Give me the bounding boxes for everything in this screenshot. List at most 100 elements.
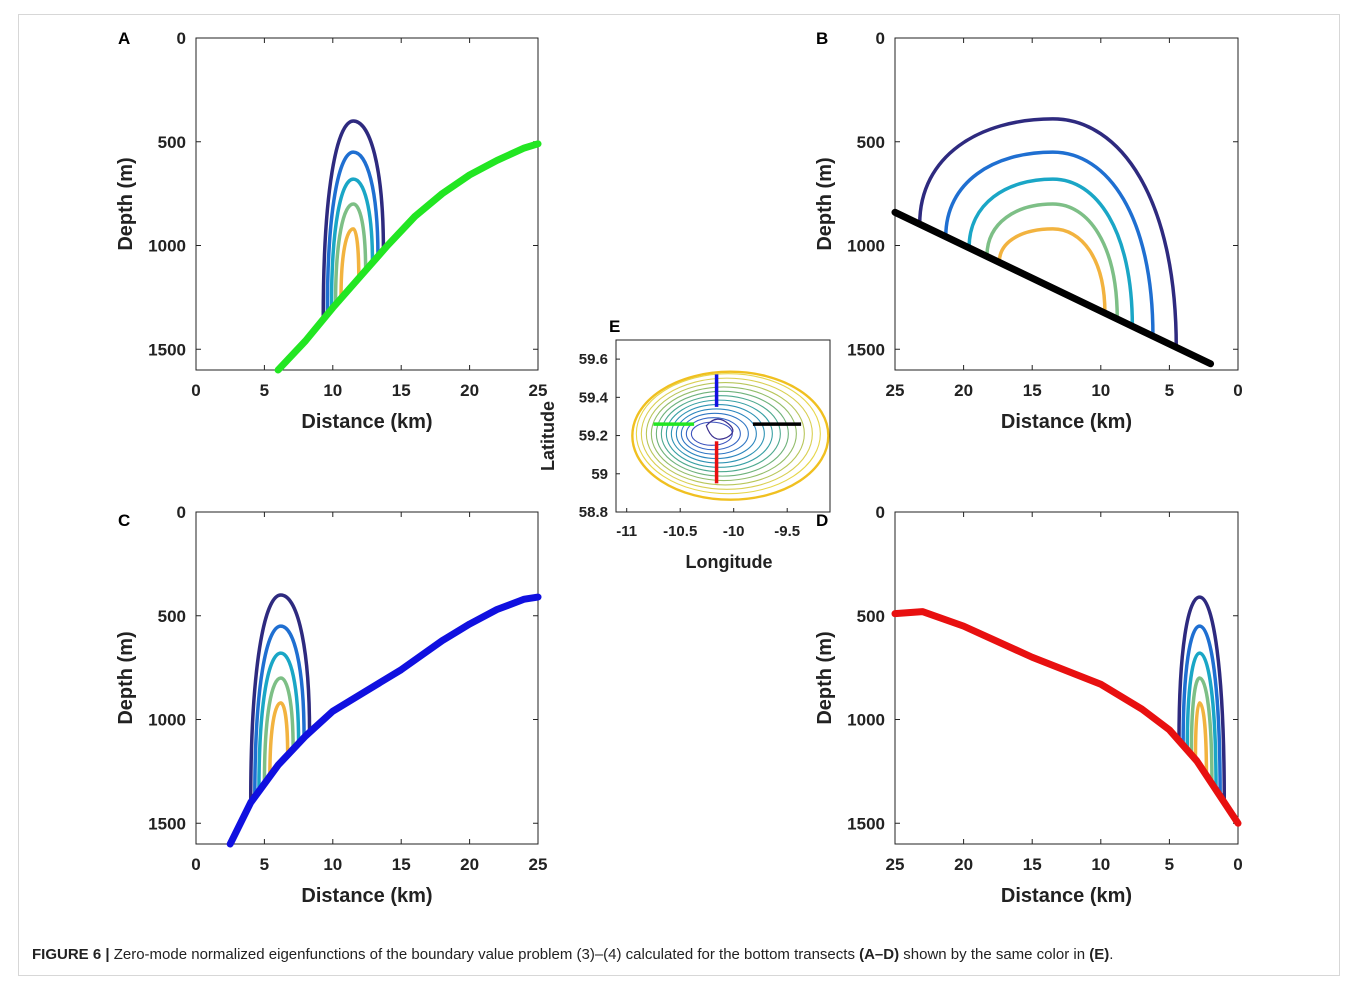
x-tick-label: 20 xyxy=(954,381,973,400)
x-tick-label: 10 xyxy=(323,855,342,874)
x-tick-label: 15 xyxy=(392,855,411,874)
y-tick-label: 1000 xyxy=(148,711,186,730)
eigenfunction-contour xyxy=(985,202,1120,319)
bottom-profile-line xyxy=(891,608,1242,827)
x-tick-label: 20 xyxy=(460,381,479,400)
y-tick-label: 1500 xyxy=(847,340,885,359)
y-axis-label: Depth (m) xyxy=(814,631,836,724)
x-tick-label: 25 xyxy=(886,381,905,400)
eigenfunction-contour xyxy=(268,701,290,777)
x-tick-label: 5 xyxy=(260,855,269,874)
x-axis-label: Longitude xyxy=(686,552,773,572)
x-tick-label: 10 xyxy=(1091,381,1110,400)
map-contour xyxy=(650,386,797,482)
eigenfunction-contour xyxy=(997,227,1107,314)
eigenfunction-contour xyxy=(1177,595,1227,803)
eigenfunction-contour xyxy=(248,593,312,803)
map-box xyxy=(615,339,831,513)
eigenfunction-contour xyxy=(257,651,301,792)
eigenfunction-contour xyxy=(325,150,380,315)
y-axis-label: Depth (m) xyxy=(115,631,137,724)
y-tick-label: 59.4 xyxy=(579,389,609,406)
x-tick-label: 15 xyxy=(1023,381,1042,400)
x-tick-label: 5 xyxy=(1165,381,1174,400)
y-tick-label: 0 xyxy=(177,503,186,522)
x-tick-label: 20 xyxy=(954,855,973,874)
caption-text-2: shown by the same color in xyxy=(899,946,1090,963)
map-contour xyxy=(655,390,789,477)
caption-label: FIGURE 6 | xyxy=(32,946,110,963)
x-tick-label: 0 xyxy=(1233,381,1242,400)
y-tick-label: 1500 xyxy=(847,814,885,833)
y-tick-label: 58.8 xyxy=(579,504,608,521)
plot-box xyxy=(894,511,1239,845)
panel-label: A xyxy=(118,29,130,48)
x-tick-label: -11 xyxy=(616,523,637,540)
eigenfunction-contour xyxy=(944,150,1155,337)
x-tick-label: 5 xyxy=(1165,855,1174,874)
y-tick-label: 0 xyxy=(876,29,885,48)
bottom-profile-line xyxy=(891,208,1215,368)
x-tick-label: 0 xyxy=(1233,855,1242,874)
x-tick-label: 25 xyxy=(529,381,548,400)
y-axis-label: Latitude xyxy=(538,401,558,471)
caption-ref-1: (A–D) xyxy=(859,946,900,963)
panel-e: E -11 -10.5 -10 -9.5 58.8 59 59.2 59.4 59.6 Longit… xyxy=(538,317,831,572)
eigenfunction-contour xyxy=(917,117,1179,348)
y-tick-label: 1000 xyxy=(847,237,885,256)
x-tick-label: 0 xyxy=(191,381,200,400)
eigenfunction-contour xyxy=(1193,701,1209,776)
y-tick-label: 500 xyxy=(158,133,186,152)
eigenfunction-contour xyxy=(262,676,295,784)
y-tick-label: 0 xyxy=(177,29,186,48)
x-axis-label: Distance (km) xyxy=(1001,885,1132,907)
x-axis-label: Distance (km) xyxy=(301,885,432,907)
panel-c: C 0 5 10 15 20 25 0 500 1000 1500 Distance (km) Dept… xyxy=(115,503,547,907)
y-tick-label: 500 xyxy=(857,133,885,152)
eigenfunction-contour xyxy=(329,177,375,310)
eigenfunction-contour xyxy=(1189,676,1214,784)
panel-label: C xyxy=(118,511,130,530)
y-axis-label: Depth (m) xyxy=(814,157,836,250)
map-contour xyxy=(660,395,781,473)
x-tick-label: 10 xyxy=(1091,855,1110,874)
map-contour xyxy=(665,399,773,468)
x-axis-label: Distance (km) xyxy=(1001,411,1132,433)
map-contour xyxy=(705,418,734,440)
map-contour xyxy=(645,381,805,486)
caption-ref-2: (E) xyxy=(1089,946,1110,963)
plot-box xyxy=(195,511,539,845)
bottom-profile-line xyxy=(226,593,542,848)
x-tick-label: 25 xyxy=(886,855,905,874)
map-contour xyxy=(685,417,741,451)
x-tick-label: 0 xyxy=(191,855,200,874)
y-tick-label: 59.2 xyxy=(579,428,608,445)
x-tick-label: 15 xyxy=(1023,855,1042,874)
figure-frame xyxy=(18,14,1340,976)
y-axis-label: Depth (m) xyxy=(115,157,137,250)
panel-a: A 0 5 10 15 20 25 0 500 1000 1500 Distance (km) Dept… xyxy=(115,29,547,433)
x-tick-label: 25 xyxy=(529,855,548,874)
y-tick-label: 1000 xyxy=(847,711,885,730)
map-contour xyxy=(635,373,821,495)
caption-text-1: Zero-mode normalized eigenfunctions of t… xyxy=(109,946,860,963)
x-tick-label: 5 xyxy=(260,381,269,400)
eigenfunction-contour xyxy=(333,202,368,305)
panel-label: D xyxy=(816,511,828,530)
eigenfunction-contour xyxy=(967,177,1135,327)
y-tick-label: 1000 xyxy=(148,237,186,256)
panel-label: E xyxy=(609,317,620,336)
map-contour xyxy=(640,377,813,490)
x-tick-label: -10.5 xyxy=(663,523,697,540)
eigenfunction-contour xyxy=(339,227,361,299)
eigenfunction-contour xyxy=(321,119,386,320)
x-tick-label: -10 xyxy=(723,523,745,540)
y-tick-label: 1500 xyxy=(148,814,186,833)
y-tick-label: 500 xyxy=(857,607,885,626)
map-contour xyxy=(631,370,830,501)
x-tick-label: -9.5 xyxy=(774,523,800,540)
y-tick-label: 59 xyxy=(591,466,608,483)
